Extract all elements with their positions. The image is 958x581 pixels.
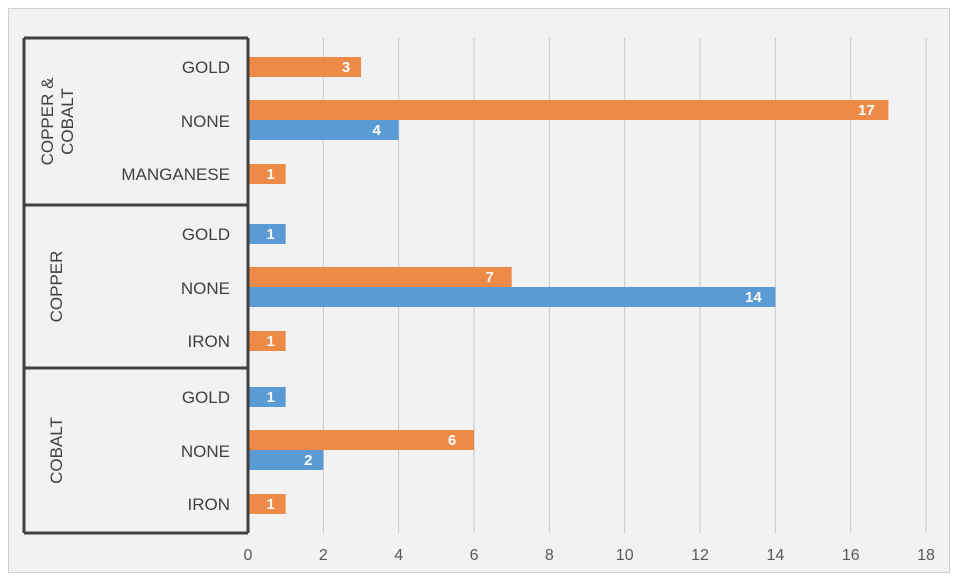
data-label: 1	[266, 389, 274, 406]
x-tick-label: 12	[691, 547, 709, 564]
category-label: IRON	[188, 495, 231, 514]
data-label: 1	[266, 166, 274, 183]
bar	[248, 267, 512, 287]
x-tick-label: 6	[470, 547, 479, 564]
group-label-line: COPPER	[47, 251, 66, 323]
bar	[248, 450, 324, 470]
x-tick-label: 8	[545, 547, 554, 564]
category-label: MANGANESE	[121, 165, 230, 184]
x-tick-label: 2	[319, 547, 328, 564]
x-tick-label: 16	[842, 547, 860, 564]
axes	[22, 36, 250, 535]
data-label: 1	[266, 333, 274, 350]
group-label: COPPER &COBALT	[38, 77, 77, 166]
category-label: GOLD	[182, 58, 230, 77]
bar	[248, 494, 286, 514]
bar	[248, 331, 286, 351]
bar	[248, 120, 399, 140]
data-label: 1	[266, 496, 274, 513]
bar	[248, 57, 362, 77]
bar	[248, 387, 286, 407]
group-label: COPPER	[47, 251, 66, 323]
x-tick-label: 0	[244, 547, 253, 564]
data-label: 14	[745, 289, 762, 306]
group-label-line: COBALT	[58, 88, 77, 155]
category-label: GOLD	[182, 225, 230, 244]
category-label: NONE	[181, 442, 230, 461]
data-label: 1	[266, 226, 274, 243]
group-label: COBALT	[47, 417, 66, 484]
data-label: 6	[448, 432, 456, 449]
labels: 0 2 4 6 8 10 12 14 16 183GOLD174NONE1MANGANESECOP…	[38, 58, 935, 564]
bars	[248, 57, 889, 514]
category-label: NONE	[181, 112, 230, 131]
bar	[248, 430, 475, 450]
bar	[248, 224, 286, 244]
data-label: 7	[486, 269, 494, 286]
group-label-line: COBALT	[47, 417, 66, 484]
data-label: 17	[858, 102, 875, 119]
x-tick-label: 14	[766, 547, 784, 564]
bar	[248, 287, 776, 307]
category-label: NONE	[181, 279, 230, 298]
x-tick-label: 18	[917, 547, 935, 564]
data-label: 4	[373, 122, 382, 139]
bar	[248, 164, 286, 184]
data-label: 2	[304, 452, 312, 469]
data-label: 3	[342, 59, 350, 76]
x-tick-label: 4	[394, 547, 403, 564]
category-label: GOLD	[182, 388, 230, 407]
bar	[248, 100, 889, 120]
group-label-line: COPPER &	[38, 77, 57, 166]
x-tick-label: 10	[616, 547, 634, 564]
category-label: IRON	[188, 332, 231, 351]
